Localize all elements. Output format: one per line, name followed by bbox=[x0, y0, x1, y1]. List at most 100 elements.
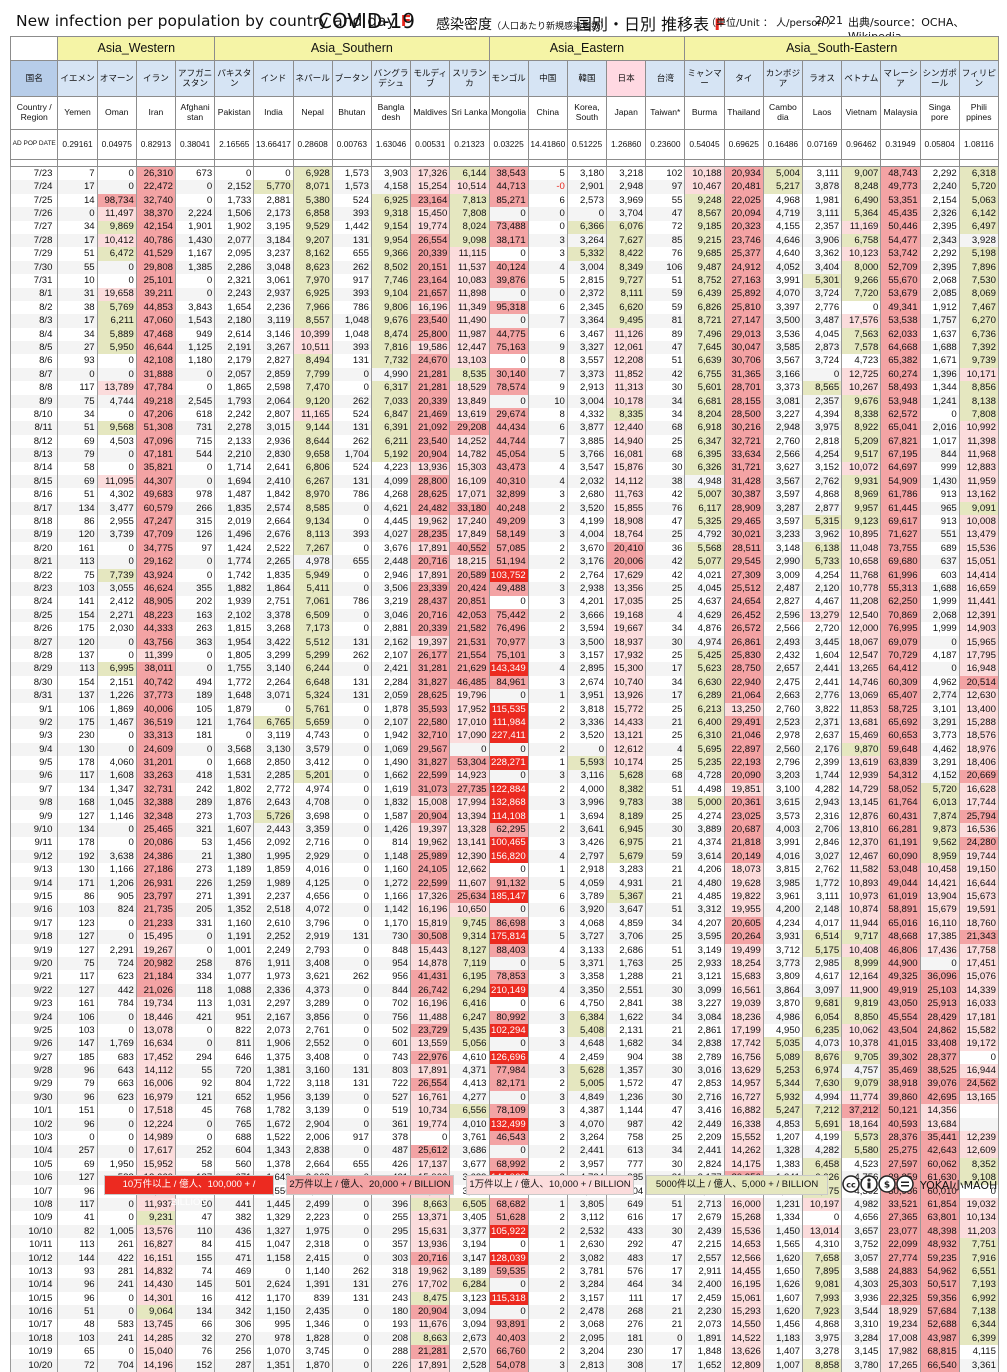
data-cell: 6,076 bbox=[606, 220, 647, 234]
data-cell: 28,750 bbox=[723, 662, 764, 676]
data-cell: 1,383 bbox=[762, 1157, 804, 1172]
population-10: 0.21323 bbox=[449, 129, 490, 160]
data-cell: 21,629 bbox=[449, 662, 490, 676]
data-cell: 15,536 bbox=[958, 541, 999, 556]
data-cell: 5,198 bbox=[958, 247, 999, 261]
data-cell: 2,573 bbox=[566, 193, 608, 208]
data-cell: 26,742 bbox=[410, 983, 451, 998]
data-cell: 65,382 bbox=[880, 354, 921, 368]
data-cell: 17 bbox=[645, 1265, 686, 1279]
data-cell: 40,593 bbox=[880, 1117, 921, 1132]
data-cell: 2,827 bbox=[762, 595, 804, 609]
country-en-12: China bbox=[527, 96, 568, 130]
data-cell: 49,044 bbox=[880, 876, 921, 891]
data-cell: 127 bbox=[57, 930, 98, 944]
data-cell: 69 bbox=[57, 474, 98, 489]
data-cell: 134 bbox=[57, 501, 98, 516]
data-cell: 4,000 bbox=[566, 782, 608, 797]
data-cell: 9,091 bbox=[958, 501, 999, 516]
data-cell: 784 bbox=[96, 997, 137, 1011]
date-cell: 9/5 bbox=[9, 756, 59, 770]
data-cell: 62,295 bbox=[488, 823, 529, 837]
data-cell: 0 bbox=[331, 1345, 372, 1359]
data-cell: 22,580 bbox=[410, 716, 451, 730]
data-cell: 1,942 bbox=[370, 729, 412, 743]
country-jp-17: タイ bbox=[723, 60, 764, 97]
data-cell: 208 bbox=[370, 1331, 412, 1346]
data-cell: 2,223 bbox=[292, 1211, 333, 1225]
table-row: 8/3 17 6,211 47,060 1,543 2,180 3,119 8,557 1,04… bbox=[9, 314, 999, 328]
data-cell: 16,109 bbox=[449, 474, 490, 489]
data-cell: 131 bbox=[331, 689, 372, 703]
data-cell: 6,213 bbox=[684, 702, 725, 717]
data-cell: 2,230 bbox=[684, 1305, 725, 1319]
data-cell: 79 bbox=[57, 448, 98, 462]
data-cell: 3,373 bbox=[566, 367, 608, 382]
data-cell: 20,339 bbox=[410, 247, 451, 261]
data-cell: 39,076 bbox=[919, 1077, 960, 1091]
data-cell: 13,250 bbox=[723, 702, 764, 717]
data-cell: 5,035 bbox=[762, 1037, 804, 1051]
data-cell: 27,186 bbox=[135, 863, 177, 877]
data-cell: 7,808 bbox=[958, 408, 999, 422]
data-cell: 120 bbox=[57, 528, 98, 542]
data-cell: 20,904 bbox=[410, 448, 451, 462]
data-cell: 1,146 bbox=[96, 809, 137, 824]
data-cell: 9,676 bbox=[841, 394, 882, 409]
data-cell: 14,957 bbox=[723, 1077, 764, 1091]
data-cell: 7,720 bbox=[841, 287, 882, 301]
data-cell: 21,657 bbox=[410, 287, 451, 301]
data-cell: 17,265 bbox=[880, 1358, 921, 1372]
table-row: 10/15 96 0 14,301 16 412 1,170 839 131 243 8,475 3,… bbox=[9, 1291, 999, 1306]
data-cell: 1,688 bbox=[919, 341, 960, 355]
data-cell: 683 bbox=[96, 1050, 137, 1065]
data-cell: 12,662 bbox=[449, 863, 490, 877]
data-cell: 1,430 bbox=[174, 233, 216, 248]
data-cell: 0 bbox=[331, 1358, 372, 1372]
data-cell: 8,382 bbox=[606, 782, 647, 797]
data-cell: 3,567 bbox=[762, 354, 804, 368]
data-cell: 2,064 bbox=[253, 394, 294, 409]
data-cell: 18,215 bbox=[449, 555, 490, 569]
data-cell: 2,224 bbox=[174, 207, 216, 221]
table-row: 10/9 41 0 9,231 47 382 1,329 2,223 0 255 13,371 3,4… bbox=[9, 1211, 999, 1225]
data-cell: 11,774 bbox=[841, 1090, 882, 1105]
data-cell: 2,102 bbox=[214, 608, 255, 623]
data-cell: 51,194 bbox=[488, 555, 529, 569]
date-cell: 9/2 bbox=[9, 716, 59, 730]
data-cell: 8,752 bbox=[684, 274, 725, 288]
data-cell: 192 bbox=[57, 849, 98, 864]
data-cell: 6,826 bbox=[684, 300, 725, 315]
data-cell: 433 bbox=[606, 1224, 647, 1239]
data-cell: 0 bbox=[174, 742, 216, 757]
data-cell: 14,262 bbox=[723, 1144, 764, 1158]
data-cell: 14,940 bbox=[606, 434, 647, 449]
date-cell: 8/7 bbox=[9, 367, 59, 382]
table-row: 9/16 103 824 21,735 205 1,352 2,518 4,072 0 1,142… bbox=[9, 903, 999, 917]
data-cell: 77,984 bbox=[488, 1064, 529, 1078]
data-cell: 11,676 bbox=[410, 1318, 451, 1332]
data-cell: 103 bbox=[57, 582, 98, 596]
data-cell: 113 bbox=[57, 555, 98, 569]
data-cell: 6,294 bbox=[449, 983, 490, 998]
data-cell: 4 bbox=[527, 474, 568, 489]
country-jp-22: シンガポール bbox=[919, 60, 960, 97]
data-cell: 25 bbox=[645, 1131, 686, 1145]
data-cell: 53 bbox=[174, 836, 216, 850]
data-cell: 15,679 bbox=[919, 903, 960, 917]
data-cell: 20,669 bbox=[958, 769, 999, 783]
data-cell: 9,185 bbox=[684, 220, 725, 234]
data-cell: 25,892 bbox=[723, 287, 764, 301]
data-cell: 3,016 bbox=[684, 1064, 725, 1078]
data-cell: 2,292 bbox=[919, 166, 960, 181]
data-cell: 4,016 bbox=[292, 863, 333, 877]
data-cell: 6,270 bbox=[958, 314, 999, 328]
data-cell: 1,344 bbox=[919, 381, 960, 395]
data-cell: 16,081 bbox=[606, 448, 647, 462]
data-cell: 2,432 bbox=[762, 649, 804, 663]
data-cell: 30,706 bbox=[723, 354, 764, 368]
data-cell: 4,200 bbox=[762, 903, 804, 917]
data-cell: 4 bbox=[527, 1050, 568, 1065]
data-cell: 8,969 bbox=[841, 488, 882, 502]
data-cell: 8,248 bbox=[841, 180, 882, 194]
